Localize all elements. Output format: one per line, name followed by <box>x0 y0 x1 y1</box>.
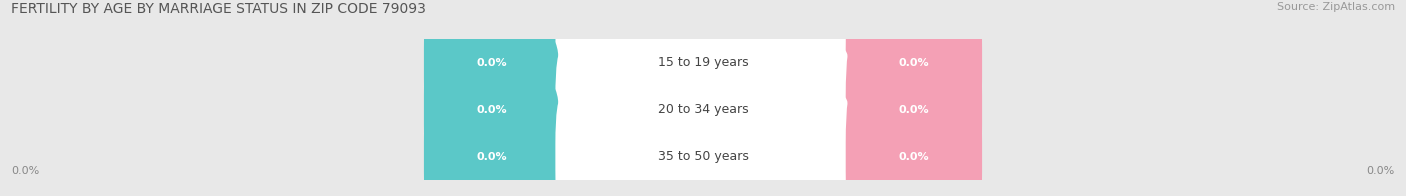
FancyBboxPatch shape <box>555 3 851 123</box>
Text: 0.0%: 0.0% <box>11 165 39 176</box>
Text: 35 to 50 years: 35 to 50 years <box>658 150 748 163</box>
Text: 0.0%: 0.0% <box>898 152 929 162</box>
Text: 20 to 34 years: 20 to 34 years <box>658 103 748 116</box>
FancyBboxPatch shape <box>425 0 560 133</box>
Text: 15 to 19 years: 15 to 19 years <box>658 56 748 69</box>
FancyBboxPatch shape <box>0 0 1406 150</box>
Text: 0.0%: 0.0% <box>477 58 508 68</box>
Text: 0.0%: 0.0% <box>477 152 508 162</box>
FancyBboxPatch shape <box>555 97 851 196</box>
Text: 0.0%: 0.0% <box>1367 165 1395 176</box>
Text: 0.0%: 0.0% <box>898 105 929 115</box>
FancyBboxPatch shape <box>0 69 1406 196</box>
FancyBboxPatch shape <box>846 39 981 180</box>
Text: Source: ZipAtlas.com: Source: ZipAtlas.com <box>1277 2 1395 12</box>
FancyBboxPatch shape <box>846 86 981 196</box>
Text: 0.0%: 0.0% <box>477 105 508 115</box>
Text: 0.0%: 0.0% <box>898 58 929 68</box>
FancyBboxPatch shape <box>846 0 981 133</box>
FancyBboxPatch shape <box>0 22 1406 196</box>
Text: FERTILITY BY AGE BY MARRIAGE STATUS IN ZIP CODE 79093: FERTILITY BY AGE BY MARRIAGE STATUS IN Z… <box>11 2 426 16</box>
FancyBboxPatch shape <box>555 50 851 170</box>
FancyBboxPatch shape <box>425 39 560 180</box>
FancyBboxPatch shape <box>425 86 560 196</box>
